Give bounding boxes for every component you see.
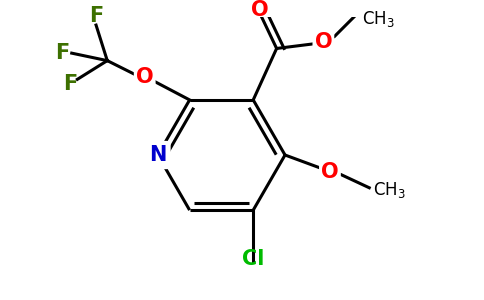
Text: CH$_3$: CH$_3$ xyxy=(362,9,394,29)
Text: O: O xyxy=(251,0,269,20)
Text: F: F xyxy=(63,74,77,94)
Text: CH$_3$: CH$_3$ xyxy=(373,180,406,200)
Text: O: O xyxy=(136,68,153,88)
Text: O: O xyxy=(321,162,339,182)
Text: F: F xyxy=(55,43,70,63)
Text: O: O xyxy=(315,32,332,52)
Text: N: N xyxy=(149,145,166,165)
Text: F: F xyxy=(89,6,103,26)
Text: Cl: Cl xyxy=(242,249,264,269)
